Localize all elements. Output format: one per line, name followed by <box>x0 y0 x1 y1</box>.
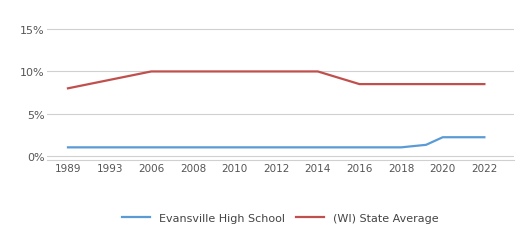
Evansville High School <box>423 144 429 147</box>
(WI) State Average <box>148 71 155 74</box>
Evansville High School <box>398 146 404 149</box>
(WI) State Average <box>106 79 113 82</box>
Evansville High School <box>356 146 363 149</box>
(WI) State Average <box>398 83 404 86</box>
Evansville High School <box>65 146 71 149</box>
(WI) State Average <box>190 71 196 74</box>
(WI) State Average <box>232 71 238 74</box>
Line: (WI) State Average: (WI) State Average <box>68 72 484 89</box>
(WI) State Average <box>481 83 487 86</box>
Evansville High School <box>190 146 196 149</box>
Evansville High School <box>315 146 321 149</box>
Evansville High School <box>148 146 155 149</box>
(WI) State Average <box>315 71 321 74</box>
Evansville High School <box>106 146 113 149</box>
Line: Evansville High School: Evansville High School <box>68 138 484 148</box>
Evansville High School <box>232 146 238 149</box>
(WI) State Average <box>356 83 363 86</box>
Legend: Evansville High School, (WI) State Average: Evansville High School, (WI) State Avera… <box>118 208 443 227</box>
Evansville High School <box>273 146 279 149</box>
(WI) State Average <box>273 71 279 74</box>
Evansville High School <box>440 136 446 139</box>
(WI) State Average <box>440 83 446 86</box>
(WI) State Average <box>65 87 71 90</box>
Evansville High School <box>481 136 487 139</box>
